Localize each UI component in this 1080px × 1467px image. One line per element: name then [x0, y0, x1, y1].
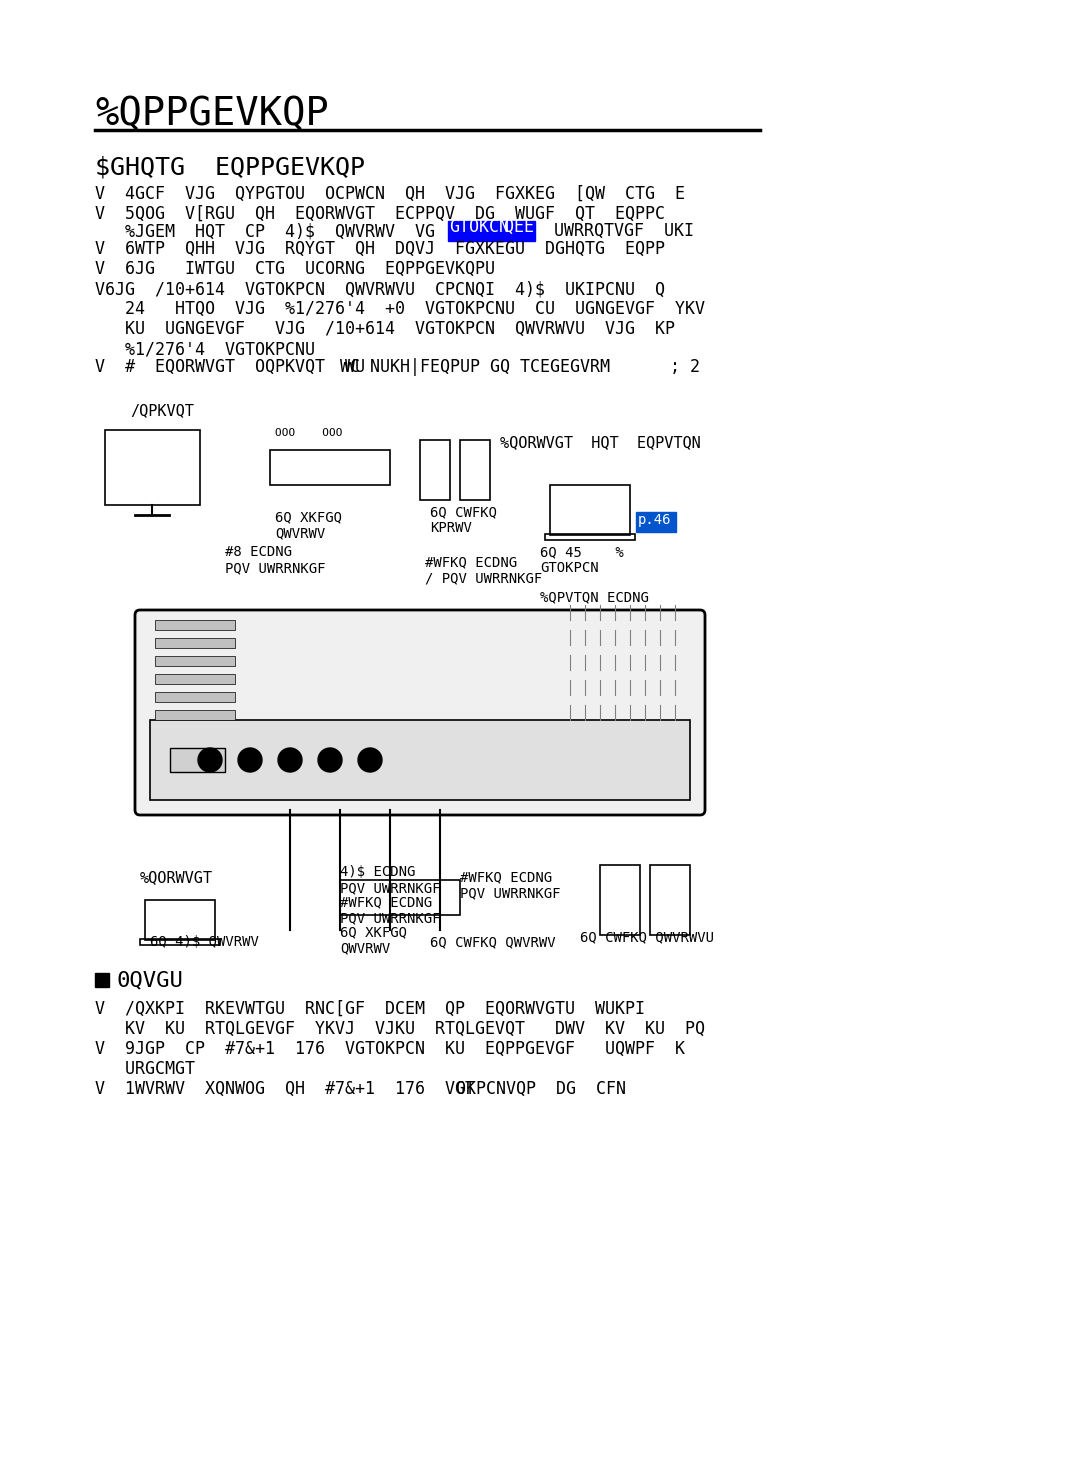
Bar: [95, 973, 109, 987]
Circle shape: [318, 748, 342, 772]
Text: V  /QXKPI  RKEVWTGU  RNC[GF  DCEM  QP  EQORWVGTU  WUKPI: V /QXKPI RKEVWTGU RNC[GF DCEM QP EQORWVG…: [95, 1000, 645, 1018]
Bar: [156, 692, 235, 703]
Text: #8 ECDNG
PQV UWRRNKGF: #8 ECDNG PQV UWRRNKGF: [225, 546, 325, 575]
Text: 0QVGU: 0QVGU: [117, 970, 184, 990]
Bar: [545, 534, 635, 540]
Bar: [105, 430, 200, 505]
Bar: [156, 710, 235, 720]
Circle shape: [198, 748, 222, 772]
Bar: [650, 866, 690, 934]
Text: 4)$ ECDNG
PQV UWRRNKGF: 4)$ ECDNG PQV UWRRNKGF: [340, 866, 441, 895]
Text: 6Q 4)$ QWVRWV: 6Q 4)$ QWVRWV: [150, 934, 259, 949]
Bar: [600, 866, 640, 934]
Circle shape: [357, 748, 382, 772]
Text: %QPVTQN ECDNG: %QPVTQN ECDNG: [540, 590, 649, 604]
Text: #WFKQ ECDNG
PQV UWRRNKGF: #WFKQ ECDNG PQV UWRRNKGF: [460, 870, 561, 901]
Text: V  1WVRWV  XQNWOG  QH  #7&+1  176  VGT: V 1WVRWV XQNWOG QH #7&+1 176 VGT: [95, 1080, 475, 1097]
Bar: [340, 880, 460, 915]
Text: OOO    OOO: OOO OOO: [275, 428, 342, 439]
FancyBboxPatch shape: [135, 610, 705, 816]
Bar: [156, 673, 235, 684]
Text: 24   HTQO  VJG  %1/276'4  +0  VGTOKPCNU  CU  UGNGEVGF  YKV: 24 HTQO VJG %1/276'4 +0 VGTOKPCNU CU UGN…: [95, 299, 705, 318]
Bar: [460, 440, 490, 500]
Text: #WFKQ ECDNG
PQV UWRRNKGF: #WFKQ ECDNG PQV UWRRNKGF: [340, 895, 441, 926]
Text: KU  UGNGEVGF   VJG  /10+614  VGTOKPCN  QWVRWVU  VJG  KP: KU UGNGEVGF VJG /10+614 VGTOKPCN QWVRWVU…: [95, 320, 675, 337]
Text: %QORWVGT: %QORWVGT: [140, 870, 213, 885]
Circle shape: [238, 748, 262, 772]
Text: 6Q CWFKQ QWVRWVU: 6Q CWFKQ QWVRWVU: [580, 930, 714, 943]
Text: 6Q CWFKQ
KPRWV: 6Q CWFKQ KPRWV: [430, 505, 497, 535]
FancyBboxPatch shape: [448, 222, 502, 241]
Text: 6Q XKFGQ
QWVRWV: 6Q XKFGQ QWVRWV: [275, 511, 342, 540]
Bar: [150, 720, 690, 800]
Text: QEE: QEE: [504, 219, 534, 236]
Bar: [270, 450, 390, 486]
Text: 6Q XKFGQ
QWVRWV: 6Q XKFGQ QWVRWV: [340, 926, 407, 955]
Text: V  4GCF  VJG  QYPGTOU  OCPWCN  QH  VJG  FGXKEG  [QW  CTG  E: V 4GCF VJG QYPGTOU OCPWCN QH VJG FGXKEG …: [95, 185, 685, 202]
Text: V  5QOG  V[RGU  QH  EQORWVGT  ECPPQV  DG  WUGF  QT  EQPPC: V 5QOG V[RGU QH EQORWVGT ECPPQV DG WUGF …: [95, 205, 665, 223]
Circle shape: [278, 748, 302, 772]
Bar: [140, 939, 220, 945]
Bar: [156, 638, 235, 648]
Bar: [156, 656, 235, 666]
FancyBboxPatch shape: [636, 512, 676, 533]
Text: UWRRQTVGF  UKI: UWRRQTVGF UKI: [534, 222, 694, 241]
Text: V6JG  /10+614  VGTOKPCN  QWVRWVU  CPCNQI  4)$  UKIPCNU  Q: V6JG /10+614 VGTOKPCN QWVRWVU CPCNQI 4)$…: [95, 280, 665, 298]
Text: #WFKQ ECDNG
/ PQV UWRRNKGF: #WFKQ ECDNG / PQV UWRRNKGF: [426, 555, 542, 585]
Text: 6Q 45    %
GTOKPCN: 6Q 45 % GTOKPCN: [540, 546, 624, 575]
Text: 6Q CWFKQ QWVRWV: 6Q CWFKQ QWVRWV: [430, 934, 555, 949]
Text: /QPKVQT: /QPKVQT: [130, 403, 194, 418]
Bar: [420, 440, 450, 500]
Text: V  #  EQORWVGT  OQPKVQT  WU: V # EQORWVGT OQPKVQT WU: [95, 358, 365, 376]
Text: %JGEM  HQT  CP  4)$  QWVRWV  VG: %JGEM HQT CP 4)$ QWVRWV VG: [95, 222, 435, 241]
Text: %QORWVGT  HQT  EQPVTQN: %QORWVGT HQT EQPVTQN: [500, 436, 701, 450]
Text: V  9JGP  CP  #7&+1  176  VGTOKPCN  KU  EQPPGEVGF   UQWPF  K: V 9JGP CP #7&+1 176 VGTOKPCN KU EQPPGEVG…: [95, 1040, 685, 1058]
FancyBboxPatch shape: [503, 222, 535, 241]
Text: GTOKCN: GTOKCN: [449, 219, 509, 236]
Text: %1/276'4  VGTOKPCNU: %1/276'4 VGTOKPCNU: [95, 340, 315, 358]
Bar: [170, 748, 225, 772]
Text: $GHQTG  EQPPGEVKQP: $GHQTG EQPPGEVKQP: [95, 156, 365, 179]
Bar: [156, 621, 235, 629]
Bar: [550, 486, 630, 535]
Text: V  6WTP  QHH  VJG  RQYGT  QH  DQVJ  FGXKEGU  DGHQTG  EQPP: V 6WTP QHH VJG RQYGT QH DQVJ FGXKEGU DGH…: [95, 241, 665, 258]
Text: KV  KU  RTQLGEVGF  YKVJ  VJKU  RTQLGEVQT   DWV  KV  KU  PQ: KV KU RTQLGEVGF YKVJ VJKU RTQLGEVQT DWV …: [95, 1020, 705, 1039]
Text: WC NUKH|FEQPUP GQ TCEGEGVRM: WC NUKH|FEQPUP GQ TCEGEGVRM: [340, 358, 610, 376]
Text: p.46: p.46: [638, 513, 672, 527]
Text: ; 2: ; 2: [660, 358, 700, 376]
Text: OKPCNVQP  DG  CFN: OKPCNVQP DG CFN: [456, 1080, 626, 1097]
Text: URGCMGT: URGCMGT: [95, 1061, 195, 1078]
Text: %QPPGEVKQP: %QPPGEVKQP: [95, 95, 328, 133]
Text: V  6JG   IWTGU  CTG  UCORNG  EQPPGEVKQPU: V 6JG IWTGU CTG UCORNG EQPPGEVKQPU: [95, 260, 495, 279]
Bar: [145, 899, 215, 940]
